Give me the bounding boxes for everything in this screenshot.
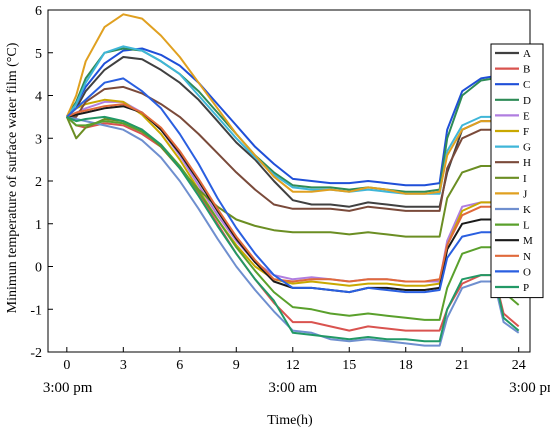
x-tick-label: 12 bbox=[286, 358, 300, 373]
legend-label-n: N bbox=[523, 251, 531, 263]
time-annotation: 3:00 am bbox=[268, 380, 317, 396]
x-tick-label: 0 bbox=[63, 358, 70, 373]
x-tick-label: 24 bbox=[512, 358, 526, 373]
x-tick-label: 18 bbox=[399, 358, 413, 373]
series-line-d bbox=[65, 47, 520, 193]
series-line-h bbox=[66, 85, 520, 212]
y-axis-title: Minimun temperature of surface water fil… bbox=[5, 42, 20, 313]
legend-label-m: M bbox=[523, 235, 533, 247]
series-line-n bbox=[66, 103, 520, 283]
x-tick-label: 3 bbox=[120, 358, 127, 373]
legend-label-d: D bbox=[523, 95, 531, 107]
x-tick-label: 6 bbox=[176, 358, 183, 373]
legend-label-k: K bbox=[523, 204, 531, 216]
legend-label-o: O bbox=[523, 266, 531, 278]
x-tick-label: 9 bbox=[233, 358, 240, 373]
y-tick-label: 5 bbox=[35, 47, 42, 62]
y-tick-label: -2 bbox=[30, 346, 42, 361]
y-tick-label: 4 bbox=[35, 90, 42, 105]
legend-box bbox=[490, 43, 544, 299]
x-tick-label: 21 bbox=[455, 358, 469, 373]
y-tick-label: -1 bbox=[30, 303, 42, 318]
legend-label-h: H bbox=[523, 157, 531, 169]
series-line-i bbox=[65, 116, 520, 238]
legend-label-j: J bbox=[523, 188, 528, 200]
legend-label-c: C bbox=[523, 79, 530, 91]
series-line-g bbox=[65, 45, 520, 195]
series-line-k bbox=[66, 115, 520, 347]
series-line-p bbox=[66, 115, 520, 343]
y-tick-label: 3 bbox=[35, 132, 42, 147]
legend-label-f: F bbox=[523, 126, 529, 138]
y-tick-label: 2 bbox=[35, 175, 42, 190]
x-tick-label: 15 bbox=[342, 358, 356, 373]
legend-label-a: A bbox=[523, 48, 531, 60]
time-annotation: 3:00 pm bbox=[43, 380, 93, 396]
series-line-l bbox=[66, 116, 520, 321]
legend-label-p: P bbox=[523, 282, 529, 294]
y-tick-label: 6 bbox=[35, 4, 42, 19]
y-tick-label: 0 bbox=[35, 261, 42, 276]
time-annotation: 3:00 pm bbox=[509, 380, 550, 396]
series-line-j bbox=[65, 13, 520, 199]
legend-label-g: G bbox=[523, 142, 531, 154]
legend-label-l: L bbox=[523, 220, 530, 232]
y-tick-label: 1 bbox=[35, 218, 42, 233]
series-line-o bbox=[66, 77, 520, 294]
x-axis-title: Time(h) bbox=[267, 413, 313, 428]
plot-area bbox=[65, 13, 520, 347]
legend-label-e: E bbox=[523, 110, 530, 122]
legend-label-b: B bbox=[523, 64, 530, 76]
legend-label-i: I bbox=[523, 173, 527, 185]
